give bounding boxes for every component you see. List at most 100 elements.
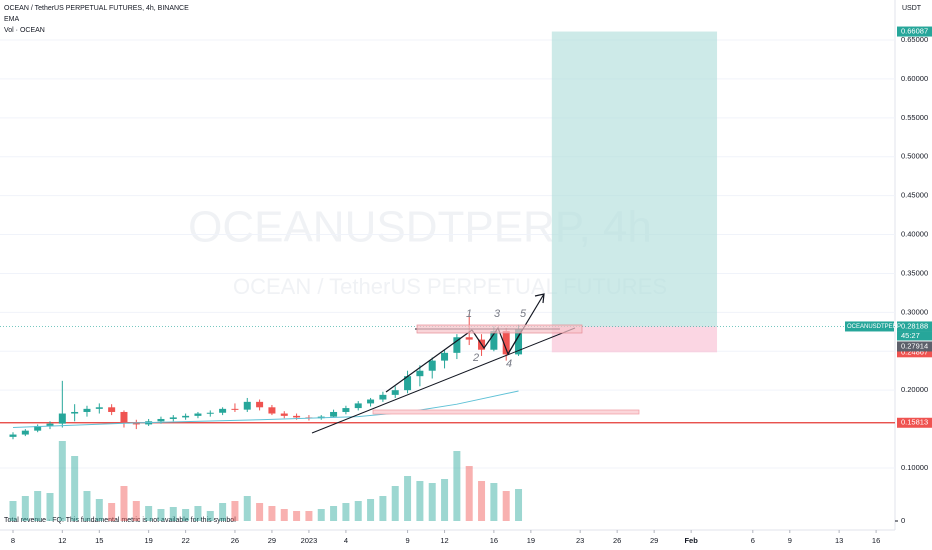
y-tick-label: 0.20000 [901, 385, 928, 394]
candle-body [46, 423, 54, 426]
last-price-label-bg [897, 321, 932, 332]
candle-body [9, 434, 17, 437]
candle-body [169, 417, 177, 419]
volume-bar [428, 483, 436, 521]
ema-line [12, 390, 519, 429]
candle-body [404, 376, 412, 391]
candle-body [515, 328, 523, 355]
volume-bar [453, 451, 461, 521]
footer-note: Total revenue · FQ: This fundamental met… [4, 517, 236, 524]
volume-bar [268, 506, 276, 521]
volume-bar [145, 506, 153, 521]
y-tick-label: 0.60000 [901, 74, 928, 83]
volume-bar [34, 491, 42, 521]
x-tick-label: 16 [872, 536, 880, 545]
candle-body [83, 408, 91, 412]
candle-body [120, 411, 128, 423]
volume-bar [157, 509, 165, 521]
candle-body [330, 411, 338, 417]
candle-body [95, 407, 103, 409]
x-tick-label: 9 [405, 536, 409, 545]
arrow-head [534, 293, 545, 304]
candle-body [502, 331, 510, 355]
volume-bar [379, 496, 387, 521]
wave-label: 1 [466, 308, 472, 320]
volume-bar [293, 511, 301, 521]
y-tick-label: 0.45000 [901, 191, 928, 200]
candle-body [441, 352, 449, 361]
candle-body [391, 390, 399, 395]
volume-bar [478, 481, 486, 521]
volume-bar [354, 501, 362, 521]
stop-label: 0.24867 [901, 347, 928, 356]
candle-body [219, 408, 227, 413]
x-tick-label: 12 [440, 536, 448, 545]
vol-tick-label: 0 [901, 516, 905, 525]
y-tick-label: 0.65000 [901, 35, 928, 44]
legend-vol: Vol · OCEAN [4, 27, 45, 34]
candle-body [108, 407, 116, 412]
candle-body [490, 331, 498, 350]
wave-label: 4 [506, 358, 512, 370]
wave-label: 2 [472, 352, 479, 364]
candle-body [293, 415, 301, 418]
x-tick-label: 26 [613, 536, 621, 545]
symbol-label: OCEANUSDTPERP [847, 324, 901, 330]
x-tick-label: 9 [788, 536, 792, 545]
candle-body [416, 370, 424, 377]
y-tick-label: 0.30000 [901, 307, 928, 316]
volume-bar [490, 483, 498, 521]
zone [372, 409, 640, 415]
symbol-bg [845, 321, 894, 332]
candle-body [132, 422, 140, 425]
volume-bar [465, 466, 473, 521]
volume-bar [58, 441, 66, 521]
volume-bar [416, 481, 424, 521]
candle-body [71, 411, 79, 414]
stop-label-bg [897, 347, 932, 358]
candle-body [379, 394, 387, 400]
support-label-bg [897, 417, 932, 428]
x-tick-label: 13 [835, 536, 843, 545]
x-tick-label: 8 [11, 536, 15, 545]
volume-bar [108, 503, 116, 521]
y-tick-label: 0.40000 [901, 230, 928, 239]
candle-body [34, 425, 42, 431]
support-label: 0.15813 [901, 418, 928, 427]
volume-bar [317, 509, 325, 521]
candle-body [354, 403, 362, 409]
countdown-bg [897, 331, 932, 341]
x-tick-label: 29 [650, 536, 658, 545]
target-label: 0.66087 [901, 27, 928, 36]
zone [416, 324, 583, 334]
candle-body [182, 415, 190, 418]
candle-body [268, 407, 276, 414]
volume-bar [219, 503, 227, 521]
volume-bar [367, 499, 375, 521]
volume-bar [132, 501, 140, 521]
legend-title: OCEAN / TetherUS PERPETUAL FUTURES, 4h, … [4, 5, 189, 12]
x-tick-label: 26 [231, 536, 239, 545]
candle-body [256, 401, 264, 408]
volume-bar [342, 503, 350, 521]
volume-bar [21, 496, 29, 521]
y-tick-label: 0.10000 [901, 463, 928, 472]
wave-label: 3 [494, 308, 501, 320]
x-tick-label: 19 [527, 536, 535, 545]
legend-ema: EMA [4, 16, 20, 23]
volume-bar [231, 501, 239, 521]
volume-bar [502, 491, 510, 521]
candle-body [465, 337, 473, 340]
candle-body [231, 408, 239, 410]
candle-body [21, 430, 29, 435]
candle-body [367, 399, 375, 404]
y-tick-label: 0.50000 [901, 152, 928, 161]
y-tick-label: 0.55000 [901, 113, 928, 122]
x-tick-label: 29 [268, 536, 276, 545]
candle-body [342, 408, 350, 412]
x-tick-label: 2023 [301, 536, 318, 545]
volume-bar [330, 506, 338, 521]
volume-bar [206, 511, 214, 521]
volume-bar [46, 493, 54, 521]
